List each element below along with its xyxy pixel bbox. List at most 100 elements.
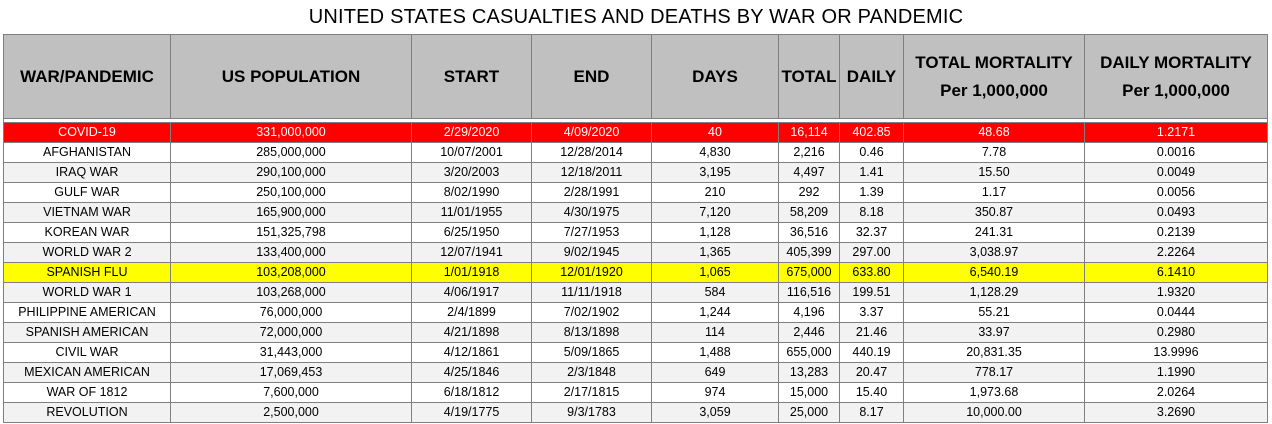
table-row: VIETNAM WAR 165,900,000 11/01/1955 4/30/197…: [3, 202, 1268, 223]
table-cell: 21.46: [839, 322, 904, 343]
table-cell: 405,399: [778, 242, 840, 263]
table-cell: 165,900,000: [170, 202, 412, 223]
table-cell: 8.18: [839, 202, 904, 223]
table-cell: 2.0264: [1084, 382, 1268, 403]
table-cell: 76,000,000: [170, 302, 412, 323]
column-header: START: [411, 34, 532, 119]
column-header: US POPULATION: [170, 34, 412, 119]
table-cell: 0.0016: [1084, 142, 1268, 163]
table-cell: 8/13/1898: [531, 322, 652, 343]
table-cell: 8.17: [839, 402, 904, 423]
table-cell: 6.1410: [1084, 262, 1268, 283]
table-cell: 48.68: [903, 122, 1085, 143]
table-cell: 1,365: [651, 242, 779, 263]
table-cell: 1.17: [903, 182, 1085, 203]
row-label-cell: SPANISH AMERICAN: [3, 322, 171, 343]
table-row: WORLD WAR 1 103,268,000 4/06/1917 11/11/191…: [3, 282, 1268, 303]
table-cell: 402.85: [839, 122, 904, 143]
column-header: END: [531, 34, 652, 119]
spacer-cell: [3, 118, 1268, 123]
table-cell: 20.47: [839, 362, 904, 383]
table-cell: 584: [651, 282, 779, 303]
table-cell: 10,000.00: [903, 402, 1085, 423]
table-cell: 1,128.29: [903, 282, 1085, 303]
row-label-cell: WORLD WAR 2: [3, 242, 171, 263]
row-label-cell: COVID-19: [3, 122, 171, 143]
table-title: UNITED STATES CASUALTIES AND DEATHS BY W…: [308, 6, 964, 28]
table-cell: 1.9320: [1084, 282, 1268, 303]
table-cell: 6,540.19: [903, 262, 1085, 283]
table-cell: 3/20/2003: [411, 162, 532, 183]
row-label-cell: WORLD WAR 1: [3, 282, 171, 303]
table-row: WAR OF 1812 7,600,000 6/18/1812 2/17/1815 97…: [3, 382, 1268, 403]
table-cell: 4,497: [778, 162, 840, 183]
table-cell: 290,100,000: [170, 162, 412, 183]
row-label-cell: WAR OF 1812: [3, 382, 171, 403]
table-cell: 7.78: [903, 142, 1085, 163]
row-label-cell: REVOLUTION: [3, 402, 171, 423]
table-cell: 1,973.68: [903, 382, 1085, 403]
table-cell: 778.17: [903, 362, 1085, 383]
row-label-cell: CIVIL WAR: [3, 342, 171, 363]
table-cell: 36,516: [778, 222, 840, 243]
column-header: WAR/PANDEMIC: [3, 34, 171, 119]
table-cell: 3.2690: [1084, 402, 1268, 423]
table-row: GULF WAR 250,100,000 8/02/1990 2/28/1991 210…: [3, 182, 1268, 203]
table-cell: 0.0493: [1084, 202, 1268, 223]
table-cell: 2.2264: [1084, 242, 1268, 263]
table-cell: 32.37: [839, 222, 904, 243]
table-cell: 2/28/1991: [531, 182, 652, 203]
row-label-cell: MEXICAN AMERICAN: [3, 362, 171, 383]
table-cell: 5/09/1865: [531, 342, 652, 363]
table-cell: 151,325,798: [170, 222, 412, 243]
table-cell: 3.37: [839, 302, 904, 323]
table-cell: 2,216: [778, 142, 840, 163]
table-cell: 11/11/1918: [531, 282, 652, 303]
table-cell: 0.2139: [1084, 222, 1268, 243]
table-cell: 440.19: [839, 342, 904, 363]
row-label-cell: PHILIPPINE AMERICAN: [3, 302, 171, 323]
table-row: PHILIPPINE AMERICAN 76,000,000 2/4/1899 7/0…: [3, 302, 1268, 323]
table-row: AFGHANISTAN 285,000,000 10/07/2001 12/28/20…: [3, 142, 1268, 163]
table-cell: 3,195: [651, 162, 779, 183]
column-header: TOTAL: [778, 34, 840, 119]
table-row: IRAQ WAR 290,100,000 3/20/2003 12/18/2011 3,…: [3, 162, 1268, 183]
table-cell: 633.80: [839, 262, 904, 283]
table-cell: 649: [651, 362, 779, 383]
column-header: TOTAL MORTALITY Per 1,000,000: [903, 34, 1085, 119]
table-row: SPANISH FLU 103,208,000 1/01/1918 12/01/192…: [3, 262, 1268, 283]
table-row: WORLD WAR 2 133,400,000 12/07/1941 9/02/194…: [3, 242, 1268, 263]
row-label-cell: KOREAN WAR: [3, 222, 171, 243]
table-cell: 12/28/2014: [531, 142, 652, 163]
table-cell: 16,114: [778, 122, 840, 143]
table-body: COVID-19 331,000,000 2/29/2020 4/09/2020 40 1…: [3, 118, 1268, 423]
column-header: DAILY: [839, 34, 904, 119]
row-label-cell: GULF WAR: [3, 182, 171, 203]
column-header: DAYS: [651, 34, 779, 119]
table-cell: 3,038.97: [903, 242, 1085, 263]
table-cell: 210: [651, 182, 779, 203]
table-cell: 331,000,000: [170, 122, 412, 143]
table-cell: 11/01/1955: [411, 202, 532, 223]
table-cell: 25,000: [778, 402, 840, 423]
table-cell: 1,244: [651, 302, 779, 323]
table-cell: 13.9996: [1084, 342, 1268, 363]
casualties-table: WAR/PANDEMIC US POPULATION START END DAY…: [3, 34, 1268, 423]
table-cell: 0.0056: [1084, 182, 1268, 203]
table-row: CIVIL WAR 31,443,000 4/12/1861 5/09/1865 1,4…: [3, 342, 1268, 363]
row-label-cell: IRAQ WAR: [3, 162, 171, 183]
row-label-cell: SPANISH FLU: [3, 262, 171, 283]
table-cell: 4/21/1898: [411, 322, 532, 343]
table-row: COVID-19 331,000,000 2/29/2020 4/09/2020 40 1…: [3, 122, 1268, 143]
row-label-cell: AFGHANISTAN: [3, 142, 171, 163]
table-cell: 0.46: [839, 142, 904, 163]
table-cell: 199.51: [839, 282, 904, 303]
table-row: MEXICAN AMERICAN 17,069,453 4/25/1846 2/3/1…: [3, 362, 1268, 383]
table-row: KOREAN WAR 151,325,798 6/25/1950 7/27/1953 1…: [3, 222, 1268, 243]
table-cell: 350.87: [903, 202, 1085, 223]
table-cell: 655,000: [778, 342, 840, 363]
table-cell: 675,000: [778, 262, 840, 283]
table-cell: 1.39: [839, 182, 904, 203]
table-cell: 1/01/1918: [411, 262, 532, 283]
table-cell: 4/25/1846: [411, 362, 532, 383]
